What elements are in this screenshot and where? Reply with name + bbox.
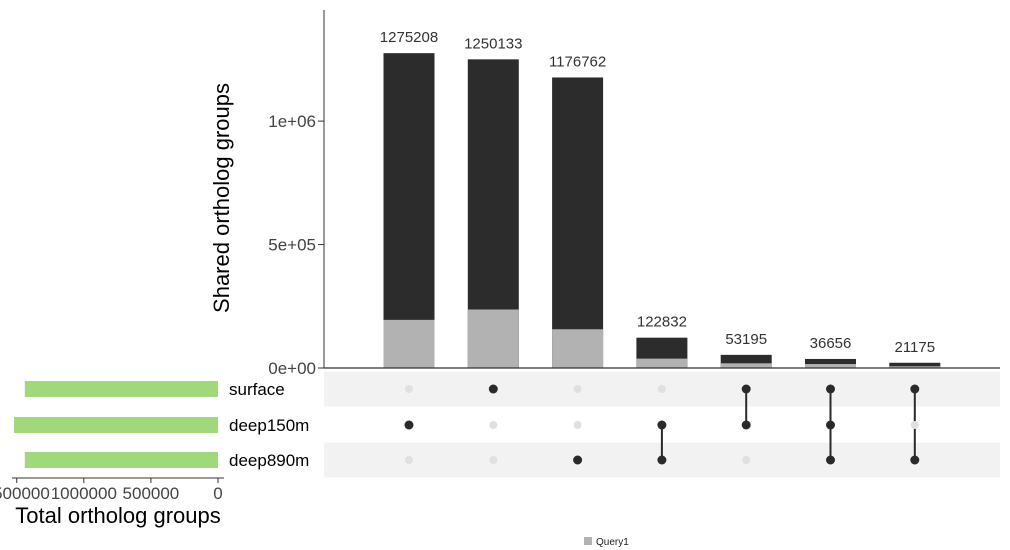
matrix (404, 384, 920, 465)
intersection-bar (552, 77, 604, 368)
intersection-bar (805, 358, 856, 368)
matrix-dot-active (826, 384, 835, 394)
set-size-bar (24, 381, 219, 397)
y-axis-label: Shared ortholog groups (209, 83, 234, 313)
matrix-dot-inactive (573, 385, 582, 393)
set-names: surface deep150m deep890m (229, 380, 309, 470)
matrix-dot-active (488, 384, 498, 394)
matrix-dot-inactive (573, 421, 582, 429)
bar-value-label: 53195 (725, 331, 767, 348)
set-size-axis: 15000001000000 500000 0 (0, 477, 224, 503)
matrix-dot-active (826, 420, 835, 430)
matrix-dot-active (657, 455, 667, 465)
matrix-dot-active (910, 455, 920, 465)
bar-value-label: 1250133 (464, 35, 522, 52)
bar-value-label: 122832 (637, 314, 687, 331)
bar-value-labels: 1275208 1250133 1176762 122832 53195 36656 211… (380, 29, 935, 356)
matrix-dot-inactive (742, 456, 751, 464)
matrix-dot-inactive (489, 421, 498, 429)
bar-value-label: 1176762 (549, 53, 606, 70)
y-axis: 0e+00 5e+05 1e+06 (268, 10, 1000, 378)
set-size-tick-label: 1000000 (51, 484, 117, 503)
set-size-tick-label: 500000 (123, 484, 180, 503)
query-bar (467, 309, 519, 368)
matrix-dot-active (741, 384, 751, 394)
query-bar (889, 366, 941, 368)
set-size-tick-label: 1500000 (0, 484, 50, 503)
matrix-dot-active (741, 420, 751, 430)
matrix-dot-active (910, 384, 920, 394)
set-size-bars (14, 381, 219, 468)
y-tick-label: 1e+06 (268, 112, 316, 131)
bar-value-label: 1275208 (380, 29, 438, 46)
set-size-tick-label: 0 (213, 484, 222, 503)
set-size-bar (14, 417, 219, 433)
matrix-dot-inactive (405, 385, 413, 393)
set-name-label: deep150m (229, 416, 309, 435)
y-tick-label: 5e+05 (268, 236, 316, 255)
legend-swatch-query1 (584, 537, 592, 545)
legend-label-query1: Query1 (596, 537, 629, 548)
query-bar (552, 329, 604, 368)
matrix-dot-active (657, 420, 667, 430)
set-size-bar (24, 452, 219, 468)
matrix-dot-inactive (405, 456, 413, 464)
query-bar (720, 363, 772, 368)
intersection-bar (889, 362, 941, 368)
query-bar (383, 319, 435, 368)
legend: Query1 (584, 537, 629, 548)
matrix-dot-active (404, 420, 414, 430)
matrix-dot-active (826, 455, 835, 465)
set-name-label: deep890m (229, 451, 309, 470)
intersection-bar (383, 53, 435, 368)
query-bar (636, 358, 688, 368)
matrix-dot-inactive (657, 385, 666, 393)
set-name-label: surface (229, 380, 285, 399)
bar-value-label: 21175 (894, 339, 935, 356)
matrix-dot-active (573, 455, 583, 465)
query-bar (805, 364, 856, 368)
set-size-axis-label: Total ortholog groups (15, 503, 220, 528)
main-bars (383, 53, 941, 369)
bar-value-label: 36656 (810, 335, 852, 352)
matrix-dot-inactive (910, 421, 919, 429)
y-tick-label: 0e+00 (268, 359, 316, 378)
matrix-dot-inactive (489, 456, 498, 464)
